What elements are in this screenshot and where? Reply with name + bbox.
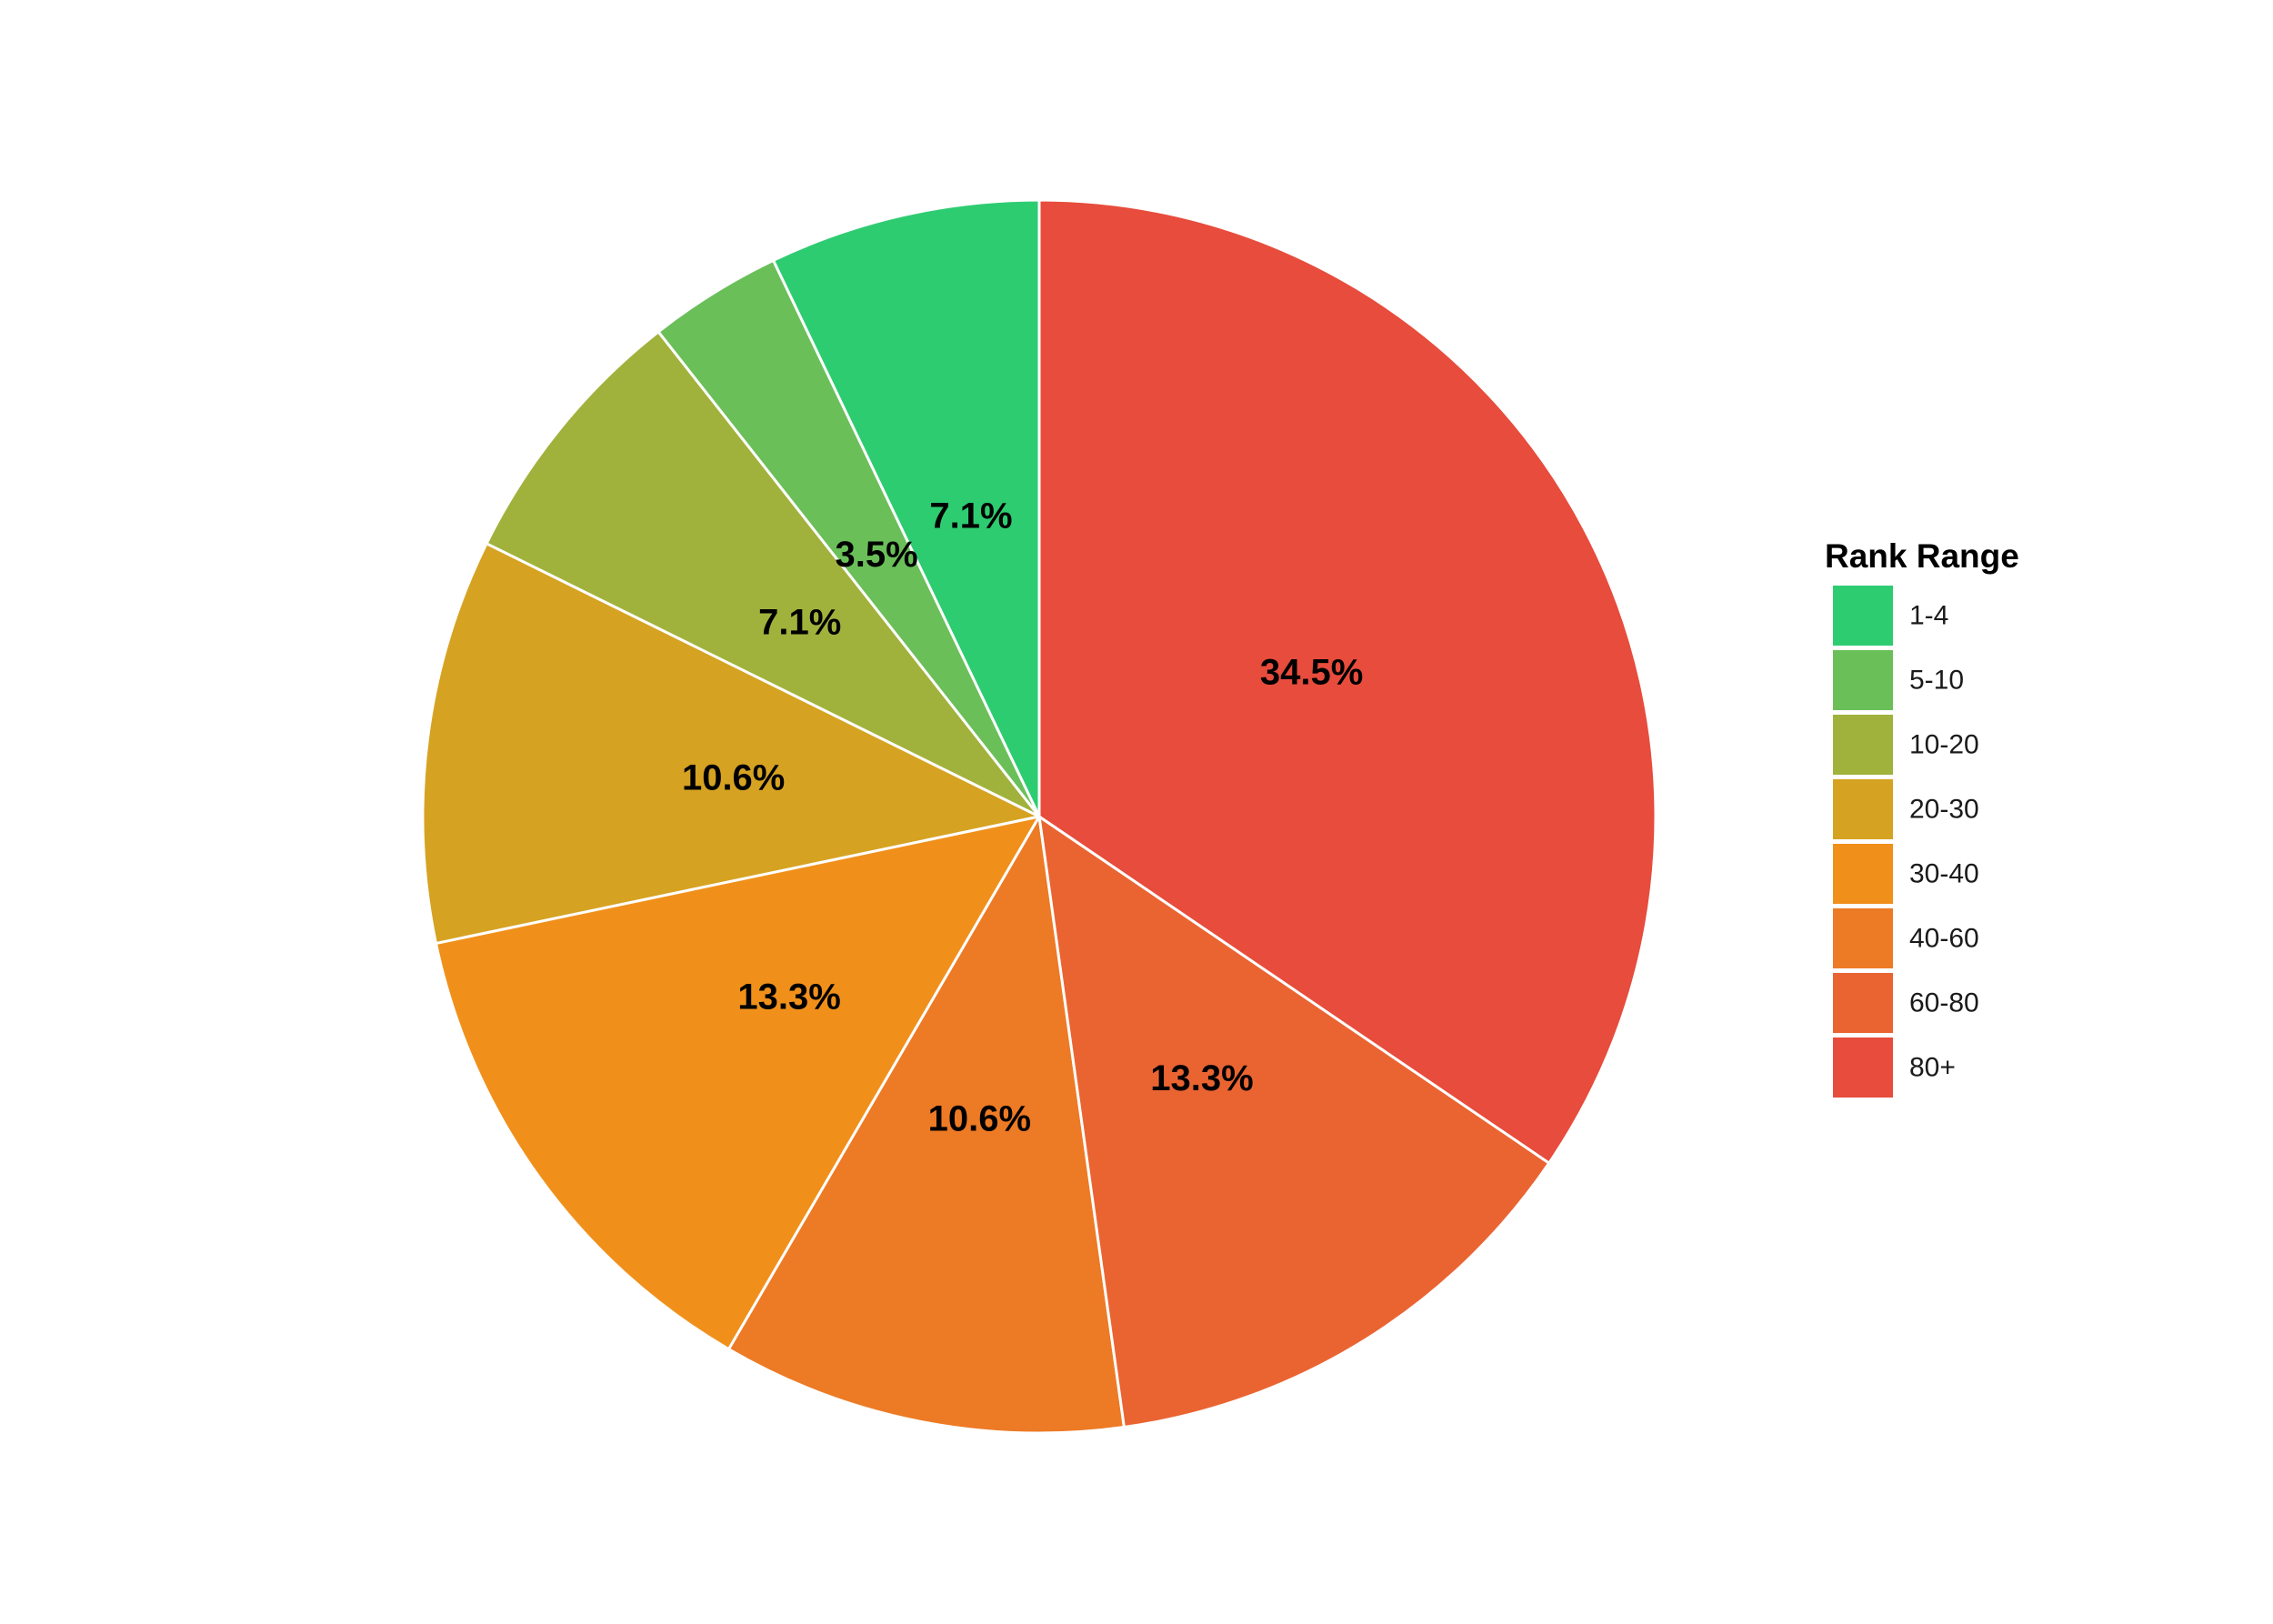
legend-key-5-10 — [1833, 650, 1893, 710]
slice-label-40-60: 10.6% — [928, 1099, 1031, 1139]
legend-label-20-30: 20-30 — [1909, 795, 1979, 825]
slice-label-30-40: 13.3% — [737, 977, 840, 1017]
legend-label-80+: 80+ — [1909, 1053, 1956, 1083]
pie-slice-1-4 — [771, 198, 1041, 818]
legend-label-60-80: 60-80 — [1909, 988, 1979, 1018]
slice-label-5-10: 3.5% — [835, 535, 917, 575]
legend-key-80+ — [1833, 1038, 1893, 1098]
legend: Rank Range 1-4 5-10 10-20 20-30 30-40 40-60 60… — [1825, 537, 2019, 1098]
pie-slice-60-80 — [1037, 815, 1551, 1429]
pie-slice-80+ — [1037, 198, 1657, 1165]
legend-label-1-4: 1-4 — [1909, 601, 1948, 631]
pie-slice-labels: 7.1% 3.5% 7.1% 10.6% 13.3% 10.6% 13.3% 34.5% — [682, 496, 1363, 1138]
pie-slice-10-20 — [485, 330, 1041, 818]
slice-label-1-4: 7.1% — [929, 496, 1012, 536]
legend-key-20-30 — [1833, 779, 1893, 839]
legend-title: Rank Range — [1825, 537, 2019, 575]
legend-items: 1-4 5-10 10-20 20-30 30-40 40-60 60-80 80+ — [1833, 586, 1979, 1098]
pie-slices — [421, 198, 1657, 1435]
legend-key-1-4 — [1833, 586, 1893, 646]
legend-label-30-40: 30-40 — [1909, 859, 1979, 889]
pie-slice-20-30 — [421, 542, 1041, 946]
legend-key-30-40 — [1833, 844, 1893, 904]
legend-key-10-20 — [1833, 715, 1893, 775]
slice-label-60-80: 13.3% — [1150, 1058, 1253, 1098]
legend-key-60-80 — [1833, 973, 1893, 1033]
pie-slice-40-60 — [727, 815, 1126, 1435]
legend-key-40-60 — [1833, 908, 1893, 968]
legend-label-5-10: 5-10 — [1909, 666, 1964, 696]
slice-label-20-30: 10.6% — [682, 758, 785, 798]
legend-label-10-20: 10-20 — [1909, 730, 1979, 760]
slice-label-10-20: 7.1% — [758, 602, 841, 642]
slice-label-80+: 34.5% — [1260, 652, 1363, 692]
pie-slice-30-40 — [435, 815, 1041, 1351]
legend-label-40-60: 40-60 — [1909, 924, 1979, 954]
